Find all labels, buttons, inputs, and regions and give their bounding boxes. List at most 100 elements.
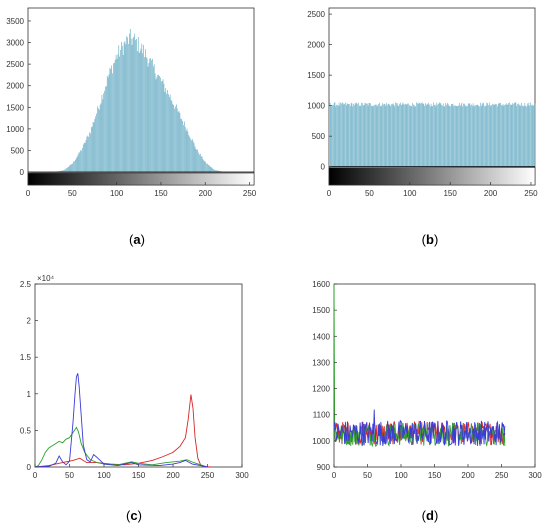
histogram-bar	[411, 105, 413, 167]
histogram-bar	[417, 103, 418, 167]
histogram-bar	[180, 118, 182, 173]
histogram-bar	[476, 104, 478, 167]
histogram-bar	[395, 102, 396, 167]
y-tick-label: 0	[20, 168, 25, 177]
histogram-bar	[80, 150, 81, 173]
chart-panel-c: 0 50 100 150 200 250 300 0 0.5 1 1.5 2 2.5 ×10⁴ (c)	[20, 274, 249, 523]
histogram-bar	[153, 64, 155, 173]
histogram-bar	[492, 103, 493, 167]
histogram-bar	[404, 103, 406, 167]
histogram-bar	[402, 102, 404, 167]
histogram-bar	[435, 106, 437, 167]
histogram-bar	[503, 104, 505, 167]
x-tick-label: 50	[65, 471, 74, 480]
y-tick-label: 3500	[6, 17, 24, 26]
histogram-bar	[399, 103, 400, 167]
y-tick-label: 2500	[6, 60, 24, 69]
histogram-bar	[479, 106, 480, 167]
histogram-bar	[514, 102, 516, 167]
histogram-bar	[535, 103, 536, 167]
histogram-bar	[332, 104, 333, 167]
histogram-bar	[525, 105, 526, 167]
histogram-bar	[74, 159, 76, 173]
histogram-bar	[483, 103, 484, 167]
histogram-bar	[215, 170, 216, 173]
histogram-bar	[495, 103, 497, 167]
histogram-bar	[331, 106, 333, 167]
histogram-bar	[138, 53, 140, 173]
histogram-bar	[75, 158, 77, 173]
histogram-bar	[376, 106, 378, 167]
histogram-bar	[383, 104, 384, 167]
histogram-bar	[65, 168, 66, 173]
histogram-bar	[369, 103, 371, 167]
histogram-bar	[484, 105, 485, 167]
histogram-bar	[522, 105, 523, 167]
histogram-bar	[476, 104, 477, 167]
histogram-bar	[343, 104, 345, 167]
histogram-bar	[134, 33, 136, 173]
histogram-bar	[386, 103, 388, 167]
panel-caption: (a)	[129, 232, 145, 247]
x-tick-label: 300	[235, 471, 249, 480]
histogram-bar	[100, 103, 102, 173]
histogram-bar	[105, 86, 107, 173]
x-tick-label: 200	[199, 189, 213, 198]
histogram-bar	[466, 105, 467, 167]
series-line	[34, 426, 208, 468]
x-tick-label: 0	[26, 189, 31, 198]
histogram-bar	[432, 105, 434, 167]
histogram-bar	[199, 154, 200, 173]
histogram-bar	[177, 111, 179, 173]
histogram-bar	[141, 43, 143, 173]
histogram-bar	[388, 103, 390, 167]
histogram-bar	[184, 126, 186, 173]
histogram-bar	[438, 102, 440, 167]
histogram-bar	[197, 149, 198, 173]
histogram-bar	[145, 57, 147, 173]
histogram-bar	[218, 170, 220, 173]
histogram-bar	[414, 106, 416, 167]
y-tick-label: 2000	[6, 82, 24, 91]
histogram-bar	[359, 106, 361, 167]
histogram-bar	[533, 105, 535, 167]
histogram-bar	[159, 75, 160, 173]
histogram-bar	[490, 106, 492, 167]
histogram-bar	[115, 55, 117, 173]
histogram-bar	[526, 103, 528, 167]
histogram-bar	[413, 105, 415, 167]
histogram-bar	[434, 104, 435, 167]
histogram-bar	[444, 106, 446, 167]
y-tick-label: 1300	[312, 358, 330, 367]
histogram-bar	[61, 170, 63, 173]
histogram-bar	[114, 59, 116, 173]
histogram-bar	[155, 79, 157, 173]
histogram-bar	[493, 104, 495, 167]
histogram-bar	[392, 104, 393, 167]
histogram-bar	[382, 103, 383, 167]
histogram-bar	[472, 103, 474, 167]
histogram-bar	[342, 103, 344, 167]
histogram-bar	[63, 170, 65, 173]
histogram-bar	[168, 96, 170, 173]
histogram-bar	[214, 169, 215, 173]
y-tick-label: 1000	[307, 102, 325, 111]
y-tick-label: 1400	[312, 332, 330, 341]
histogram-bar	[160, 81, 162, 173]
histogram-bar	[205, 161, 206, 173]
x-tick-label: 0	[327, 189, 332, 198]
histogram-bar	[354, 105, 355, 167]
histogram-bar	[521, 102, 522, 167]
x-tick-label: 200	[461, 471, 475, 480]
histogram-bar	[175, 106, 176, 173]
histogram-bar	[392, 103, 394, 167]
histogram-bar	[422, 103, 424, 167]
histogram-bar	[89, 132, 90, 173]
x-tick-label: 100	[110, 189, 124, 198]
histogram-bar	[475, 105, 476, 167]
histogram-bar	[336, 104, 337, 167]
histogram-bar	[117, 54, 119, 173]
histogram-bar	[191, 139, 193, 173]
histogram-bar	[398, 105, 400, 167]
histogram-bar	[424, 106, 425, 167]
